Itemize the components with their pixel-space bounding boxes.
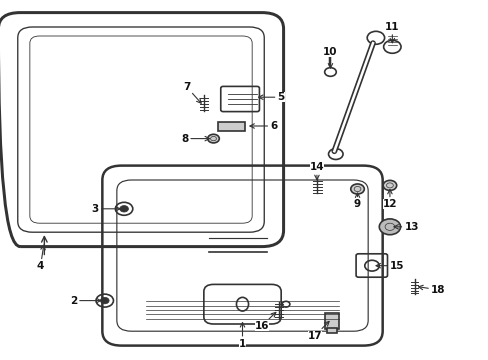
Text: 8: 8 [181,134,209,144]
Text: 6: 6 [249,121,277,131]
Text: 15: 15 [375,261,404,271]
Text: 11: 11 [384,22,399,43]
Circle shape [350,184,364,194]
Circle shape [120,206,128,212]
Text: 10: 10 [323,47,337,68]
Text: 9: 9 [353,193,360,210]
Text: 1: 1 [239,323,245,349]
Text: 18: 18 [418,285,445,295]
Text: 14: 14 [309,162,324,180]
Bar [326,328,336,333]
Circle shape [100,297,109,304]
Circle shape [383,180,396,190]
Bar [324,313,339,329]
Text: 5: 5 [258,92,284,102]
Circle shape [207,134,219,143]
Text: 3: 3 [91,204,120,214]
Text: 12: 12 [382,189,396,210]
Text: 2: 2 [70,296,101,306]
Text: 4: 4 [37,245,45,271]
Text: 13: 13 [393,222,418,232]
Text: 7: 7 [183,82,201,103]
Text: 16: 16 [254,312,275,331]
Bar [218,122,244,131]
Text: 17: 17 [307,321,328,341]
Circle shape [379,219,400,235]
